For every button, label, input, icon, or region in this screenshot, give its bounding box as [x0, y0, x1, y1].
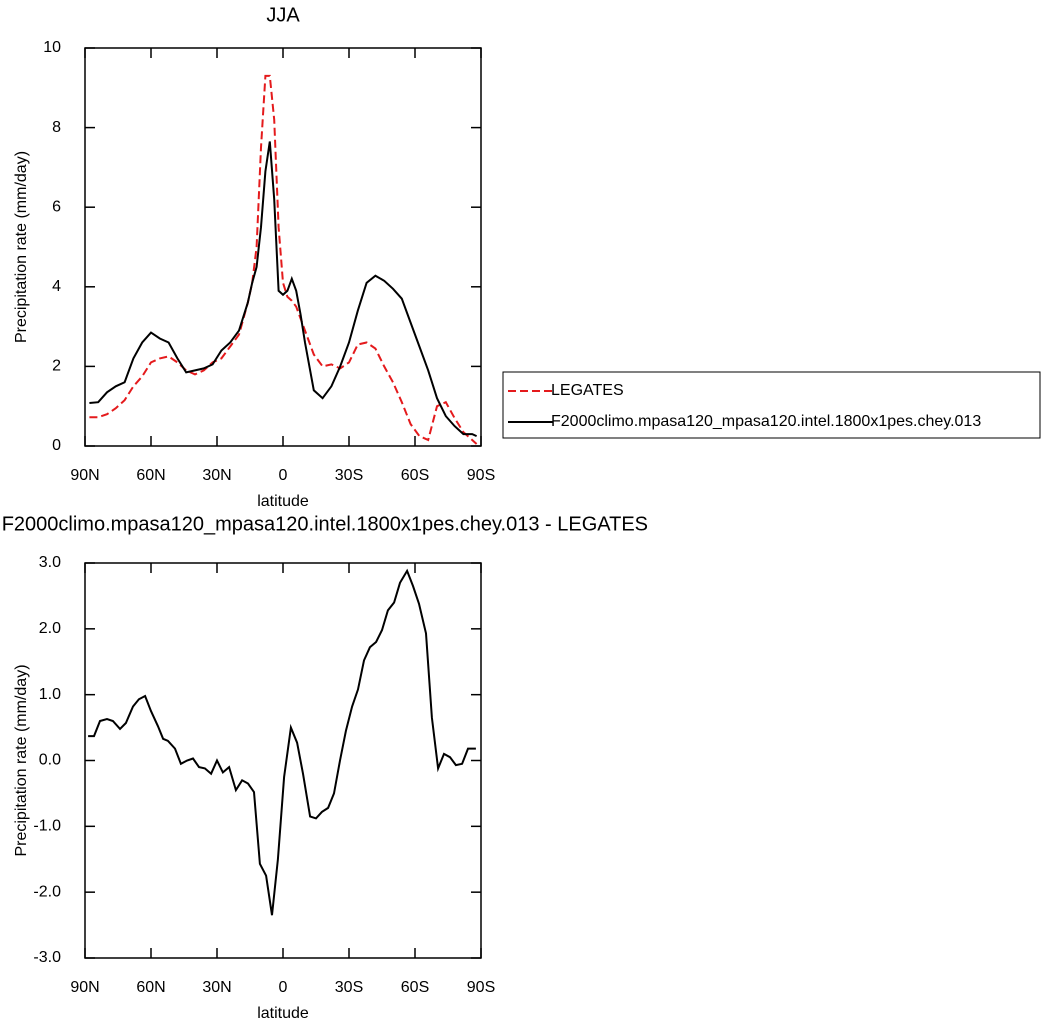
x-tick-label: 0 — [279, 979, 288, 996]
data-line — [88, 568, 476, 916]
x-tick-label: 0 — [279, 467, 288, 484]
y-tick-label: 2.0 — [39, 620, 61, 637]
x-tick-label: 90N — [70, 467, 99, 484]
y-tick-label: 10 — [43, 39, 61, 56]
x-tick-label: 30N — [202, 467, 231, 484]
y-tick-label: 1.0 — [39, 686, 61, 703]
data-line — [89, 74, 478, 445]
y-tick-label: 0.0 — [39, 752, 61, 769]
y-axis-label: Precipitation rate (mm/day) — [13, 151, 30, 343]
x-tick-label: 30S — [335, 467, 363, 484]
x-tick-label: 60N — [136, 979, 165, 996]
y-tick-label: 2 — [52, 358, 61, 375]
x-tick-label: 30S — [335, 979, 363, 996]
chart-title: F2000climo.mpasa120_mpasa120.intel.1800x… — [2, 513, 648, 535]
x-tick-label: 90N — [70, 979, 99, 996]
y-axis-label: Precipitation rate (mm/day) — [13, 664, 30, 856]
x-tick-label: 90S — [467, 979, 495, 996]
plot-frame — [84, 47, 482, 447]
x-axis-label: latitude — [257, 1005, 309, 1022]
x-tick-label: 60S — [401, 467, 429, 484]
data-line — [89, 141, 478, 438]
x-tick-label: 60S — [401, 979, 429, 996]
legend-label: LEGATES — [551, 382, 624, 399]
x-tick-label: 90S — [467, 467, 495, 484]
legend-label: F2000climo.mpasa120_mpasa120.intel.1800x… — [551, 413, 981, 430]
plot-frame — [84, 562, 482, 959]
chart-title: JJA — [266, 4, 300, 26]
y-tick-label: 3.0 — [39, 554, 61, 571]
y-tick-label: 0 — [52, 437, 61, 454]
x-tick-label: 30N — [202, 979, 231, 996]
x-axis-label: latitude — [257, 493, 309, 510]
y-tick-label: 6 — [52, 198, 61, 215]
x-tick-label: 60N — [136, 467, 165, 484]
y-tick-label: 8 — [52, 119, 61, 136]
y-tick-label: -1.0 — [33, 818, 61, 835]
y-tick-label: 4 — [52, 278, 61, 295]
legend-box — [502, 371, 1041, 439]
y-tick-label: -3.0 — [33, 949, 61, 966]
y-tick-label: -2.0 — [33, 883, 61, 900]
